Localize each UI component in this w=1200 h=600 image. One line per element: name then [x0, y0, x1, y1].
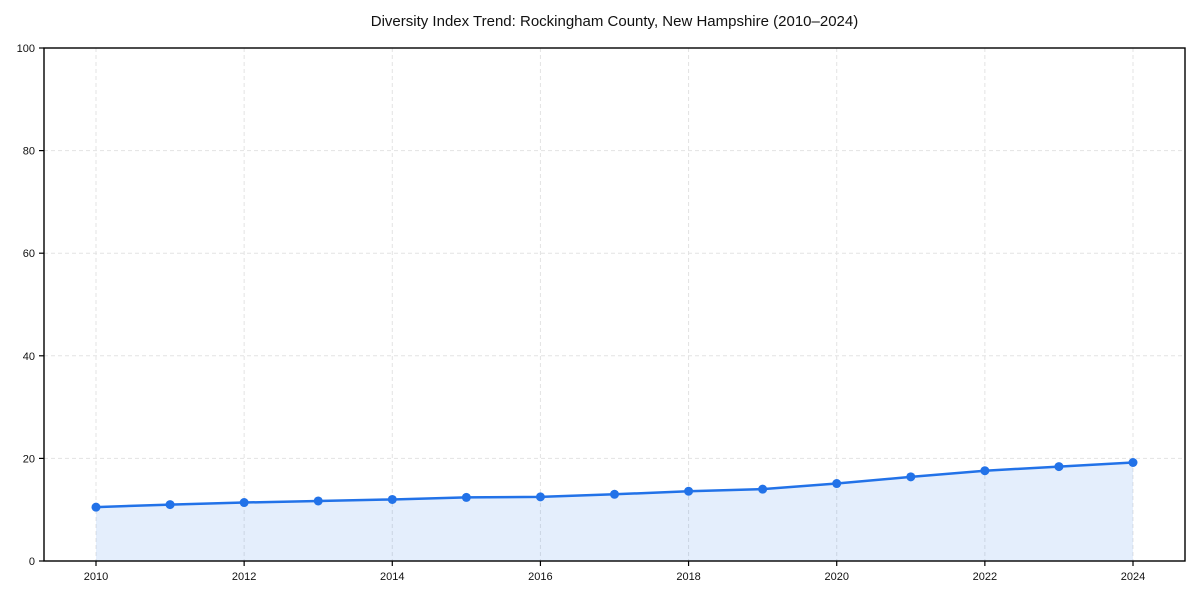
y-tick-label: 60: [23, 248, 35, 260]
data-point-marker: [535, 492, 545, 502]
data-point-marker: [758, 484, 768, 494]
x-tick-label: 2010: [84, 571, 108, 583]
y-tick-label: 80: [23, 146, 35, 158]
data-point-marker: [1054, 462, 1064, 472]
data-point-marker: [832, 479, 842, 489]
x-tick-label: 2014: [380, 571, 404, 583]
x-tick-label: 2012: [232, 571, 256, 583]
x-tick-label: 2024: [1121, 571, 1145, 583]
series-area-fill: [96, 462, 1133, 561]
data-point-marker: [684, 486, 694, 496]
data-point-marker: [313, 496, 323, 506]
data-point-marker: [165, 500, 175, 510]
data-point-marker: [1128, 458, 1138, 468]
y-tick-label: 0: [29, 556, 35, 568]
x-tick-label: 2018: [676, 571, 700, 583]
y-tick-label: 20: [23, 453, 35, 465]
x-tick-label: 2016: [528, 571, 552, 583]
data-point-marker: [906, 472, 916, 482]
x-tick-label: 2020: [824, 571, 848, 583]
data-point-marker: [980, 466, 990, 476]
data-point-marker: [610, 489, 619, 499]
y-tick-label: 40: [23, 351, 35, 363]
chart-title: Diversity Index Trend: Rockingham County…: [370, 13, 859, 30]
x-tick-label: 2022: [973, 571, 997, 583]
data-point-marker: [387, 494, 397, 504]
data-point-marker: [91, 502, 101, 512]
data-point-marker: [461, 492, 471, 502]
plot-border: [43, 47, 1186, 562]
y-tick-label: 100: [17, 43, 35, 55]
data-point-marker: [239, 498, 249, 508]
